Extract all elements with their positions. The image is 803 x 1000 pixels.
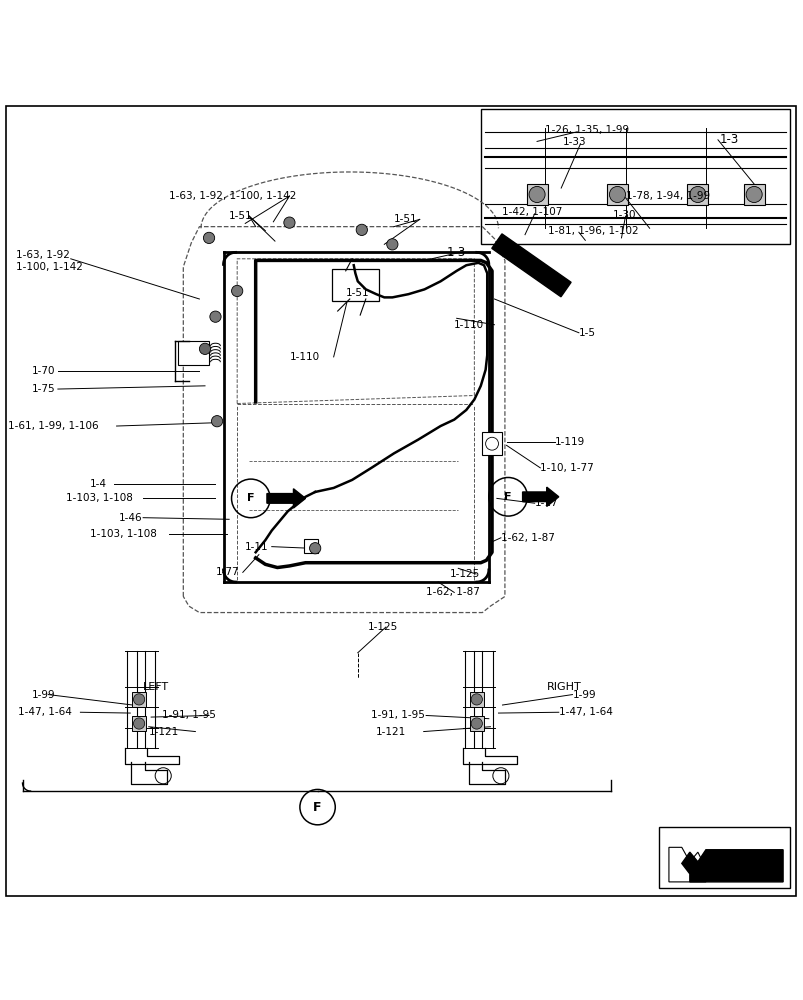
Text: 1-103, 1-108: 1-103, 1-108 <box>90 529 157 539</box>
Text: F: F <box>313 801 321 814</box>
Circle shape <box>133 694 145 705</box>
Text: 1-99: 1-99 <box>32 690 55 700</box>
Bar <box>178 341 209 365</box>
Text: 1-10, 1-77: 1-10, 1-77 <box>540 463 593 473</box>
Text: 1-3: 1-3 <box>446 246 465 259</box>
Bar <box>743 184 764 205</box>
Circle shape <box>528 186 544 203</box>
Text: 1-110: 1-110 <box>289 352 319 362</box>
Circle shape <box>133 718 145 729</box>
Text: 1-33: 1-33 <box>562 137 585 147</box>
Text: 1-121: 1-121 <box>149 727 179 737</box>
Bar <box>480 109 789 244</box>
Polygon shape <box>491 234 570 297</box>
Circle shape <box>283 217 295 228</box>
Text: 1-3: 1-3 <box>719 133 738 146</box>
Text: 1-47, 1-64: 1-47, 1-64 <box>558 707 612 717</box>
Text: 1-70: 1-70 <box>32 366 55 376</box>
Bar <box>132 692 146 707</box>
Circle shape <box>211 416 222 427</box>
Text: 1-11: 1-11 <box>245 542 268 552</box>
Text: 1-26, 1-35, 1-99: 1-26, 1-35, 1-99 <box>544 125 629 135</box>
Bar <box>469 716 483 731</box>
Text: 1-125: 1-125 <box>450 569 480 579</box>
Bar <box>469 692 483 707</box>
Text: 1-51: 1-51 <box>345 288 369 298</box>
Circle shape <box>231 285 243 297</box>
Text: LEFT: LEFT <box>143 682 169 692</box>
Bar <box>132 716 146 731</box>
Polygon shape <box>681 850 782 882</box>
Text: 1-17: 1-17 <box>534 498 557 508</box>
Bar <box>526 184 547 205</box>
Text: 1-30: 1-30 <box>612 210 635 220</box>
Text: F: F <box>503 492 512 502</box>
Bar <box>687 184 707 205</box>
Text: 1-4: 1-4 <box>90 479 107 489</box>
Polygon shape <box>267 489 305 508</box>
Text: 1-119: 1-119 <box>554 437 585 447</box>
Text: 1-103, 1-108: 1-103, 1-108 <box>66 493 132 503</box>
Text: 1-42, 1-107: 1-42, 1-107 <box>502 207 562 217</box>
Text: 1-125: 1-125 <box>368 622 398 632</box>
Bar <box>482 432 502 455</box>
Text: RIGHT: RIGHT <box>546 682 581 692</box>
Text: 1-63, 1-92, 1-100, 1-142: 1-63, 1-92, 1-100, 1-142 <box>169 191 296 201</box>
Text: 1-99: 1-99 <box>572 690 595 700</box>
Text: 1-63, 1-92
1-100, 1-142: 1-63, 1-92 1-100, 1-142 <box>16 250 83 272</box>
Text: 1-121: 1-121 <box>375 727 406 737</box>
Circle shape <box>203 232 214 244</box>
Text: 1-75: 1-75 <box>32 384 55 394</box>
Circle shape <box>471 694 482 705</box>
Text: 1-46: 1-46 <box>119 513 142 523</box>
Circle shape <box>689 186 705 203</box>
Text: 1-51: 1-51 <box>393 214 417 224</box>
Text: 1-81, 1-96, 1-102: 1-81, 1-96, 1-102 <box>548 226 638 236</box>
Text: 1-91, 1-95: 1-91, 1-95 <box>371 710 425 720</box>
Text: 1-110: 1-110 <box>454 320 483 330</box>
Circle shape <box>386 239 397 250</box>
Text: 1-61, 1-99, 1-106: 1-61, 1-99, 1-106 <box>8 421 99 431</box>
Circle shape <box>210 311 221 322</box>
Circle shape <box>485 437 498 450</box>
Circle shape <box>309 543 320 554</box>
Bar <box>658 827 789 888</box>
FancyBboxPatch shape <box>332 269 379 301</box>
Circle shape <box>199 343 210 354</box>
Text: 1-78, 1-94, 1-99: 1-78, 1-94, 1-99 <box>625 191 709 201</box>
Polygon shape <box>522 487 558 506</box>
Text: 1-51: 1-51 <box>229 211 252 221</box>
Circle shape <box>356 224 367 235</box>
Circle shape <box>609 186 625 203</box>
Text: 1-5: 1-5 <box>578 328 595 338</box>
Text: F: F <box>247 493 255 503</box>
Circle shape <box>745 186 761 203</box>
Text: 1-91, 1-95: 1-91, 1-95 <box>162 710 216 720</box>
Polygon shape <box>668 847 705 882</box>
Text: 1-62, 1-87: 1-62, 1-87 <box>426 587 479 597</box>
Text: 1-47, 1-64: 1-47, 1-64 <box>18 707 71 717</box>
Text: 1-77: 1-77 <box>215 567 238 577</box>
Text: 1-62, 1-87: 1-62, 1-87 <box>500 533 554 543</box>
Bar <box>304 539 318 553</box>
Circle shape <box>471 718 482 729</box>
Bar <box>606 184 627 205</box>
